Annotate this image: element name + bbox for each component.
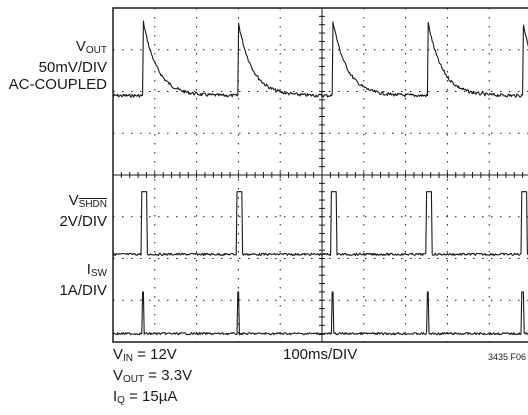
shdn-trace <box>112 191 528 256</box>
vout-scale: 50mV/DIV <box>38 59 107 76</box>
traces <box>112 20 528 336</box>
shdn-scale: 2V/DIV <box>59 213 107 230</box>
grid <box>113 8 528 342</box>
time-scale-label: 100ms/DIV <box>283 346 358 363</box>
vin-condition: VIN = 12V <box>113 346 177 364</box>
iq-condition: IQ = 15µA <box>113 388 178 406</box>
isw-scale: 1A/DIV <box>59 282 107 299</box>
vout-coupling: AC-COUPLED <box>8 76 107 93</box>
isw-channel-label: ISW 1A/DIV <box>59 261 107 299</box>
figure-id: 3435 F06 <box>488 352 527 362</box>
vout-condition: VOUT = 3.3V <box>113 367 193 385</box>
vout-trace <box>112 20 528 98</box>
vout-channel-label: VOUT 50mV/DIV AC-COUPLED <box>8 38 107 93</box>
test-conditions: VIN = 12V VOUT = 3.3V IQ = 15µA <box>113 346 192 409</box>
shdn-channel-label: VSHDN 2V/DIV <box>59 192 107 230</box>
plot-frame <box>112 7 528 343</box>
isw-trace <box>112 291 528 336</box>
